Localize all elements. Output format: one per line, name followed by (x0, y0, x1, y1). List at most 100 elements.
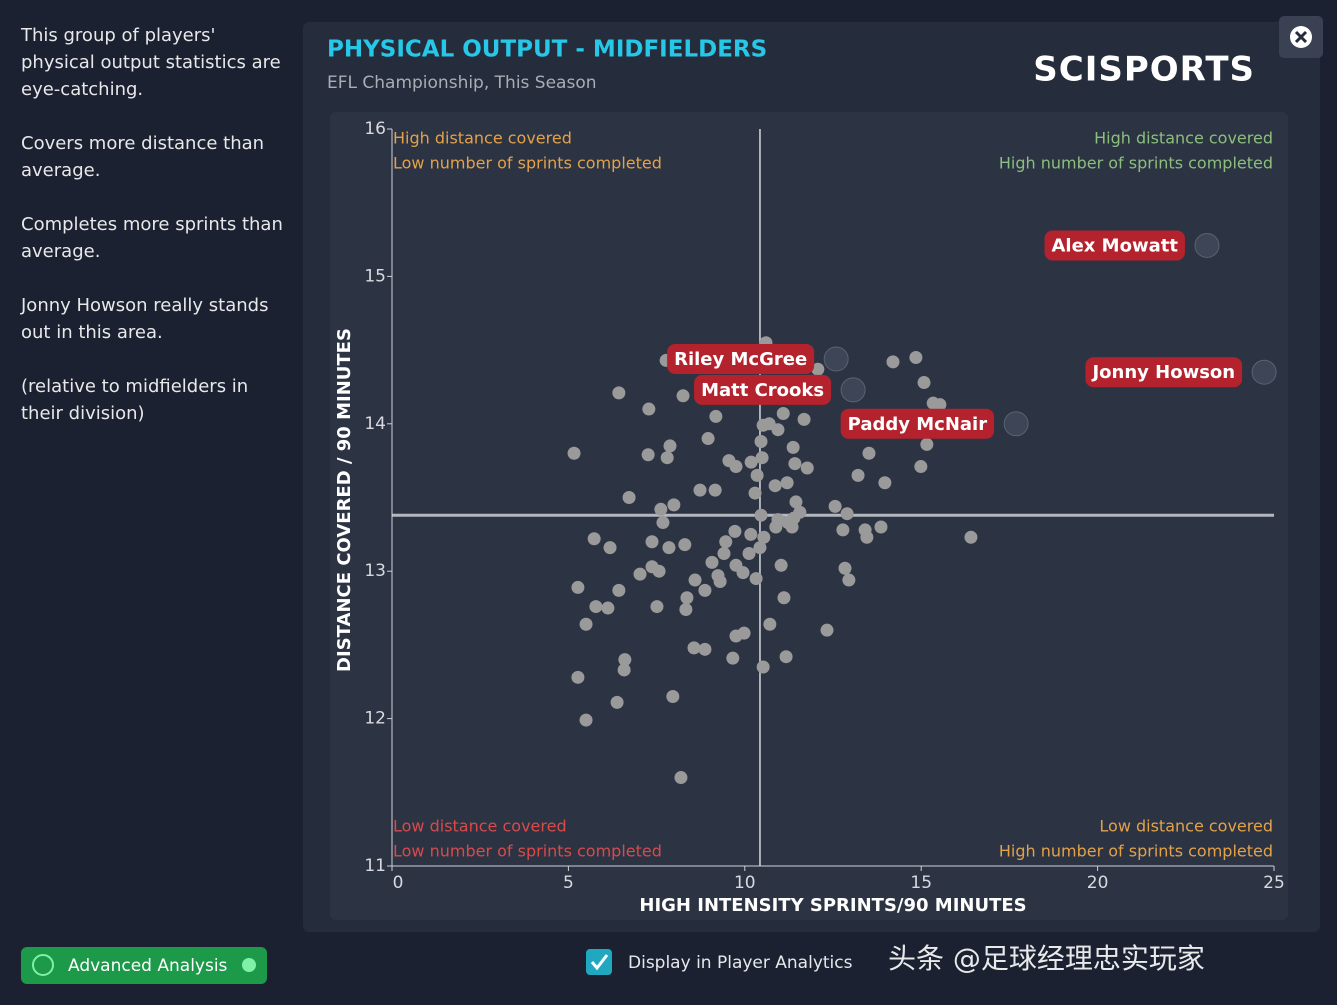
point (612, 386, 626, 400)
point (840, 507, 854, 521)
point (622, 491, 636, 504)
quadrant-label: Low distance covered (393, 817, 567, 836)
checkbox-label[interactable]: Display in Player Analytics (628, 953, 853, 973)
point (755, 451, 769, 465)
point (676, 389, 690, 403)
point (705, 555, 719, 569)
point (717, 547, 731, 561)
point (756, 660, 770, 674)
close-button[interactable] (1279, 16, 1323, 58)
point (788, 457, 802, 471)
point (851, 468, 865, 482)
point (650, 600, 664, 614)
point (589, 600, 603, 614)
point (603, 541, 617, 555)
point (886, 355, 900, 369)
point (862, 446, 876, 460)
point (776, 406, 790, 420)
point (753, 541, 767, 555)
point (679, 603, 693, 617)
y-tick-label: 15 (364, 266, 386, 286)
point (768, 479, 782, 493)
quadrant-label: Low distance covered (1099, 817, 1273, 836)
point (785, 520, 799, 534)
highlight: Matt Crooks (694, 374, 866, 405)
x-tick-label: 25 (1263, 873, 1285, 893)
point (750, 468, 764, 482)
point (744, 527, 758, 541)
point (820, 623, 834, 637)
point (654, 502, 668, 516)
point (656, 516, 670, 530)
x-tick-label: 20 (1087, 873, 1109, 893)
point (571, 580, 585, 594)
player-label-bg (1085, 357, 1243, 388)
point (828, 499, 842, 513)
x-tick-label: 15 (910, 873, 932, 893)
y-tick-label: 16 (364, 119, 386, 139)
point (642, 402, 656, 416)
info-icon[interactable] (242, 958, 256, 972)
player-label: Paddy McNair (848, 414, 988, 435)
point (678, 538, 692, 552)
player-label-bg (694, 374, 832, 405)
point (579, 713, 593, 727)
point (874, 520, 888, 534)
checkbox-tick[interactable] (590, 954, 609, 971)
point (601, 601, 615, 615)
player-label-bg (840, 408, 995, 439)
point (701, 432, 715, 446)
point (645, 535, 659, 549)
sidebar-text: (relative to midfielders in their divisi… (21, 376, 249, 424)
advanced-analysis-button[interactable]: Advanced Analysis (21, 947, 267, 984)
x-axis-label: HIGH INTENSITY SPRINTS/90 MINUTES (639, 895, 1026, 916)
y-tick-label: 14 (364, 414, 386, 434)
point (660, 451, 674, 465)
point (652, 564, 666, 578)
point (713, 575, 727, 589)
button-bg[interactable] (21, 947, 267, 984)
player-label: Jonny Howson (1090, 362, 1235, 383)
button-label[interactable]: Advanced Analysis (68, 956, 228, 976)
checkbox[interactable]: Display in Player Analytics (586, 949, 853, 975)
point (757, 530, 771, 544)
highlight: Alex Mowatt (1044, 230, 1220, 261)
point (641, 448, 655, 462)
point (800, 461, 814, 475)
player-label: Riley McGree (674, 349, 807, 370)
point (698, 583, 712, 597)
button-icon[interactable] (32, 954, 54, 976)
quadrant-label: High number of sprints completed (999, 842, 1273, 861)
chart-subtitle: EFL Championship, This Season (327, 73, 597, 93)
logo: SCISPORTS (1033, 50, 1255, 90)
point (838, 561, 852, 575)
player-avatar (823, 346, 849, 372)
point (587, 532, 601, 546)
point (780, 476, 794, 490)
point (667, 498, 681, 512)
highlight: Riley McGree (667, 343, 849, 374)
point (666, 689, 680, 703)
player-avatar (1194, 232, 1220, 258)
point (749, 572, 763, 586)
point (748, 486, 762, 500)
point (836, 523, 850, 537)
quadrant-label: Low number of sprints completed (393, 842, 662, 861)
close-x[interactable] (1294, 30, 1308, 44)
quadrant-label: High distance covered (1094, 129, 1273, 148)
point (708, 483, 722, 497)
point (729, 629, 743, 643)
point (914, 460, 928, 474)
quadrant-label: High distance covered (393, 129, 572, 148)
player-avatar (1003, 411, 1029, 437)
sidebar: This group of players' physical output s… (21, 22, 289, 454)
y-tick-label: 12 (364, 709, 386, 729)
point (917, 376, 931, 390)
point (920, 437, 934, 451)
point (878, 476, 892, 490)
checkbox-box[interactable] (586, 949, 612, 975)
sidebar-text: Jonny Howson really stands out in this a… (21, 295, 269, 343)
quadrant-label: High number of sprints completed (999, 154, 1273, 173)
